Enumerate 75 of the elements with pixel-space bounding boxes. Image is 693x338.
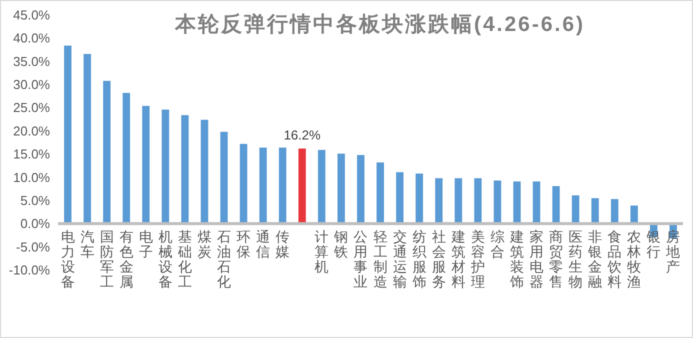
x-tick-label: 非银金融 — [587, 228, 602, 290]
x-tick-label: 交通运输 — [392, 228, 407, 290]
x-tick-label: 建筑装饰 — [508, 228, 524, 290]
y-tick-label: 10.0% — [13, 170, 50, 185]
bar — [142, 106, 150, 224]
x-tick-label: 电力设备 — [60, 228, 75, 290]
y-tick-label: 30.0% — [13, 77, 50, 92]
y-tick-label: 40.0% — [13, 30, 50, 46]
x-tick-label: 传媒 — [276, 228, 290, 260]
bar — [278, 148, 286, 224]
x-tick-label: 钢铁 — [333, 228, 348, 260]
x-tick-label: 食品饮料 — [606, 228, 622, 290]
bar — [552, 186, 560, 224]
bar — [591, 198, 599, 224]
bar — [357, 155, 364, 224]
bar — [298, 148, 306, 224]
x-tick-label: 农林牧渔 — [626, 228, 642, 290]
bar — [572, 195, 580, 224]
x-tick-label: 美容护理 — [470, 228, 485, 290]
x-tick-label: 商贸零售 — [549, 228, 564, 290]
y-tick-label: 20.0% — [13, 123, 50, 138]
bar — [454, 178, 462, 224]
bar — [474, 178, 482, 224]
y-tick-label: 5.0% — [20, 192, 50, 208]
y-tick-label: 15.0% — [13, 146, 50, 162]
bar — [376, 162, 384, 224]
x-tick-label: 煤炭 — [197, 228, 212, 260]
bar — [532, 181, 540, 224]
x-tick-label: 通信 — [256, 228, 270, 260]
bar — [162, 110, 170, 224]
x-tick-label: 电子 — [138, 228, 153, 260]
bar — [122, 92, 130, 224]
bar — [220, 132, 228, 224]
bar — [103, 80, 111, 224]
y-tick-label: 0.0% — [20, 216, 50, 232]
x-tick-label: 基础化工 — [176, 228, 192, 290]
bar — [396, 172, 404, 224]
x-tick-label: 建筑材料 — [450, 228, 466, 290]
bar — [181, 115, 189, 224]
y-tick-label: 25.0% — [13, 100, 50, 116]
y-tick-label: -10.0% — [8, 262, 50, 278]
y-tick-label: 45.0% — [13, 8, 50, 22]
x-tick-label: 医药生物 — [568, 228, 583, 290]
bar — [84, 54, 92, 224]
x-tick-label: 有色金属 — [119, 228, 134, 290]
y-tick-label: -5.0% — [16, 239, 50, 254]
x-tick-label: 纺织服饰 — [411, 228, 426, 290]
x-tick-label: 国防军工 — [100, 228, 114, 290]
x-tick-label: 公用事业 — [354, 228, 368, 290]
bar — [494, 180, 502, 224]
x-tick-label: 机械设备 — [158, 228, 172, 290]
x-tick-label: 计算机 — [314, 228, 329, 275]
bar — [610, 199, 618, 224]
x-tick-label: 房地产 — [665, 228, 680, 275]
y-tick-label: 35.0% — [13, 54, 50, 69]
bar — [337, 154, 345, 224]
bar — [513, 181, 521, 224]
x-tick-label: 轻工制造 — [373, 228, 388, 290]
x-tick-label: 家用电器 — [530, 228, 544, 290]
bar — [64, 46, 72, 224]
bar — [259, 148, 267, 224]
bar — [318, 150, 326, 224]
x-tick-label: 汽车 — [80, 228, 94, 260]
x-tick-label: 环保 — [236, 228, 251, 260]
x-tick-label: 银行 — [646, 228, 661, 260]
bar — [630, 206, 638, 224]
data-label: 16.2% — [284, 128, 322, 143]
bar — [416, 174, 424, 224]
chart-title: 本轮反弹行情中各板块涨跌幅(4.26-6.6) — [174, 12, 586, 36]
x-tick-label: 社会服务 — [432, 228, 446, 290]
x-tick-label: 综合 — [490, 228, 504, 260]
bar — [200, 120, 208, 224]
bar — [240, 144, 248, 224]
x-tick-label: 石油石化 — [217, 228, 232, 290]
bar — [435, 178, 443, 224]
